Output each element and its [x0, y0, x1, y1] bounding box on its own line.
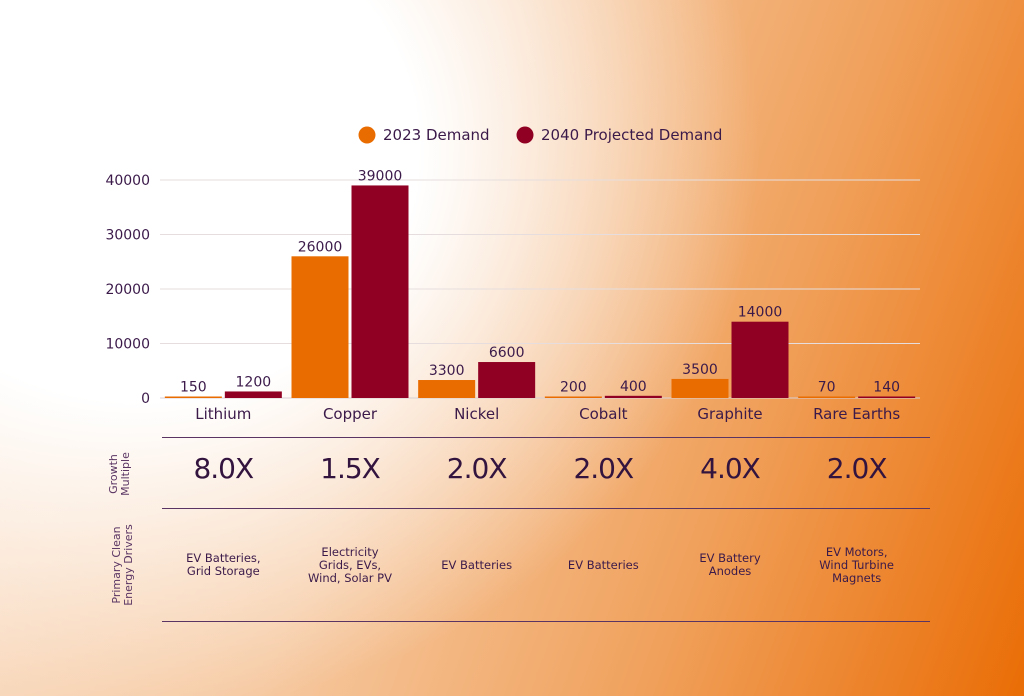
- data-label: 1200: [236, 374, 272, 390]
- bar-2023-lithium: [164, 396, 222, 398]
- growth-multiple-value: 2.0X: [446, 452, 508, 485]
- energy-driver-text: EV Batteries, Grid Storage: [186, 551, 261, 578]
- growth-multiple-value: 8.0X: [193, 452, 254, 485]
- data-label: 200: [560, 380, 587, 396]
- x-category-label: Graphite: [697, 405, 762, 423]
- data-label: 70: [818, 380, 836, 396]
- bar-2023-graphite: [671, 378, 729, 398]
- y-tick-label: 20000: [105, 282, 150, 298]
- energy-driver-text: EV Battery Anodes: [699, 551, 761, 578]
- energy-driver-text: EV Batteries: [441, 557, 513, 572]
- growth-multiple-value: 4.0X: [700, 452, 761, 485]
- bar-2040-lithium: [224, 391, 282, 398]
- energy-driver-text: EV Batteries: [567, 557, 639, 572]
- growth-multiple-value: 2.0X: [573, 452, 634, 485]
- data-label: 6600: [489, 345, 525, 361]
- data-label: 400: [620, 379, 647, 395]
- bar-2023-rare-earths: [798, 396, 856, 398]
- legend-label-2023: 2023 Demand: [383, 126, 490, 144]
- y-tick-label: 0: [141, 391, 150, 407]
- x-category-label: Lithium: [195, 405, 251, 423]
- energy-driver-text: Electricity Grids, EVs, Wind, Solar PV: [308, 544, 392, 585]
- data-label: 140: [873, 380, 900, 396]
- bar-2023-nickel: [418, 380, 476, 398]
- table-rule-top: [162, 437, 930, 438]
- data-label: 150: [180, 380, 207, 396]
- growth-multiple-value: 2.0X: [826, 452, 888, 485]
- x-category-label: Cobalt: [579, 405, 628, 423]
- growth-multiple-value: 1.5X: [320, 452, 381, 485]
- drivers-label-line-2: Energy Drivers: [122, 524, 135, 606]
- y-tick-label: 10000: [105, 337, 150, 353]
- bar-2023-cobalt: [544, 396, 602, 398]
- data-label: 3500: [682, 362, 718, 378]
- x-category-label: Nickel: [454, 405, 499, 423]
- data-label: 39000: [358, 168, 403, 184]
- data-label: 3300: [429, 363, 465, 379]
- legend-label-2040: 2040 Projected Demand: [541, 126, 722, 144]
- growth-multiple-row-label: Growth Multiple: [107, 444, 132, 504]
- energy-driver-text: EV Motors, Wind Turbine Magnets: [819, 544, 895, 585]
- data-label: 14000: [738, 305, 783, 321]
- bar-2023-copper: [291, 256, 349, 398]
- x-category-label: Copper: [323, 405, 378, 423]
- growth-label-line-2: Multiple: [119, 452, 132, 496]
- bar-2040-graphite: [731, 321, 789, 398]
- legend: 2023 Demand 2040 Projected Demand: [358, 126, 722, 144]
- table-rule-bottom: [162, 621, 930, 622]
- bar-2040-copper: [351, 185, 409, 398]
- legend-swatch-2040: [516, 126, 534, 144]
- table-rule-middle: [162, 508, 930, 509]
- legend-swatch-2023: [358, 126, 376, 144]
- drivers-row-label: Primary Clean Energy Drivers: [110, 517, 135, 613]
- y-tick-label: 30000: [105, 228, 150, 244]
- bar-2040-cobalt: [604, 395, 662, 398]
- bar-2040-nickel: [478, 362, 536, 398]
- x-category-label: Rare Earths: [813, 405, 900, 423]
- y-tick-label: 40000: [105, 173, 150, 189]
- bar-2040-rare-earths: [858, 396, 916, 398]
- data-label: 26000: [298, 239, 343, 255]
